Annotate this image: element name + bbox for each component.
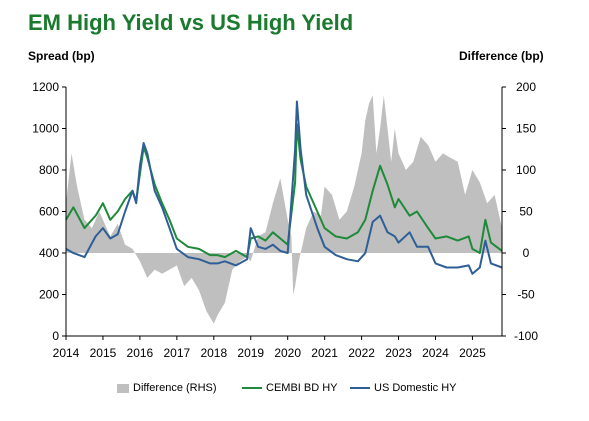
- x-tick-label: 2014: [53, 346, 80, 360]
- x-tick-label: 2024: [422, 346, 449, 360]
- left-tick-label: 1200: [32, 80, 59, 94]
- chart-legend: Difference (RHS) CEMBI BD HY US Domestic…: [0, 382, 589, 398]
- legend-item-us: US Domestic HY: [350, 382, 457, 394]
- x-tick-label: 2025: [459, 346, 486, 360]
- legend-item-difference: Difference (RHS): [117, 382, 217, 394]
- right-tick-label: -50: [517, 288, 535, 302]
- right-tick-label: 50: [519, 205, 533, 219]
- right-tick-label: 150: [516, 122, 536, 136]
- x-tick-label: 2019: [237, 346, 264, 360]
- legend-swatch-us: [350, 387, 370, 389]
- x-tick-label: 2023: [385, 346, 412, 360]
- left-tick-label: 600: [39, 205, 59, 219]
- right-tick-label: 200: [516, 80, 536, 94]
- legend-swatch-difference: [117, 383, 129, 393]
- legend-label-us: US Domestic HY: [374, 382, 457, 394]
- x-tick-label: 2022: [348, 346, 375, 360]
- left-tick-label: 0: [52, 329, 59, 343]
- difference-area: [66, 95, 502, 324]
- x-tick-label: 2015: [90, 346, 117, 360]
- left-axis-title: Spread (bp): [28, 49, 95, 63]
- legend-swatch-cembi: [242, 387, 262, 389]
- left-tick-label: 800: [39, 163, 59, 177]
- x-tick-label: 2020: [274, 346, 301, 360]
- left-tick-label: 1000: [32, 122, 59, 136]
- x-tick-label: 2016: [127, 346, 154, 360]
- right-tick-label: 0: [523, 246, 530, 260]
- x-tick-label: 2018: [200, 346, 227, 360]
- right-tick-label: -100: [514, 329, 538, 343]
- chart-title: EM High Yield vs US High Yield: [28, 10, 354, 35]
- left-tick-label: 200: [39, 288, 59, 302]
- legend-label-cembi: CEMBI BD HY: [266, 382, 338, 394]
- right-tick-label: 100: [516, 163, 536, 177]
- x-tick-label: 2017: [163, 346, 190, 360]
- legend-item-cembi: CEMBI BD HY: [242, 382, 338, 394]
- legend-label-difference: Difference (RHS): [133, 382, 217, 394]
- us-domestic-hy-line: [65, 100, 503, 275]
- x-tick-label: 2021: [311, 346, 338, 360]
- right-axis-title: Difference (bp): [459, 49, 544, 63]
- left-tick-label: 400: [39, 246, 59, 260]
